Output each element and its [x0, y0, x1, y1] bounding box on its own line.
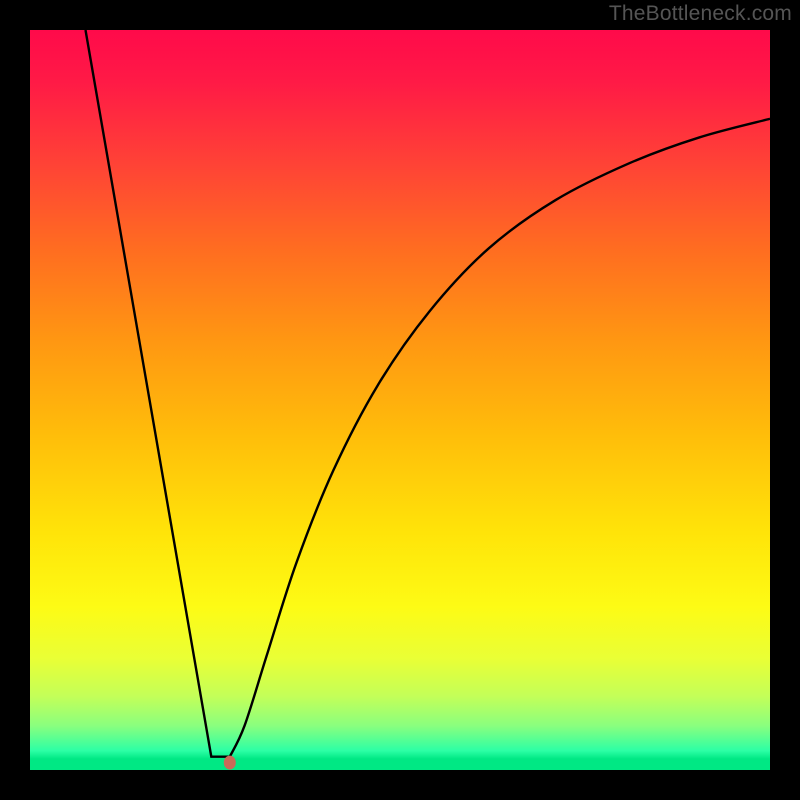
chart-svg [0, 0, 800, 800]
min-marker [224, 756, 236, 770]
chart-container: TheBottleneck.com [0, 0, 800, 800]
plot-background [30, 30, 770, 770]
watermark-text: TheBottleneck.com [609, 2, 792, 26]
